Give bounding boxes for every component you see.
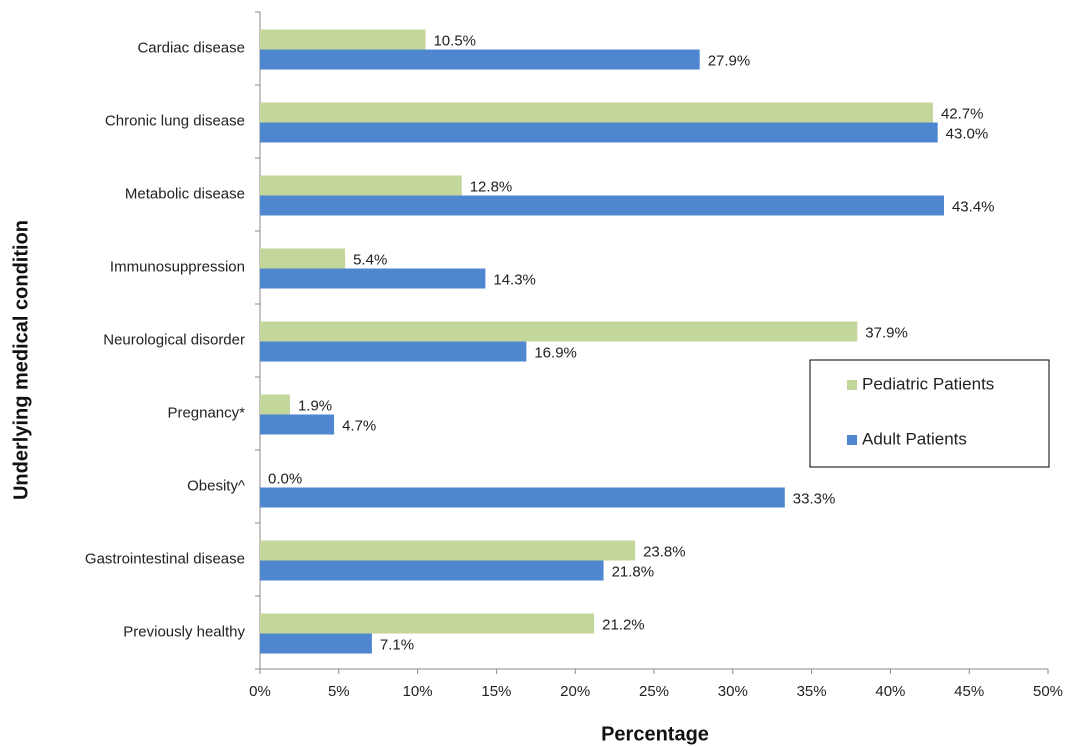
x-tick-label: 30% — [718, 683, 748, 700]
x-tick-label: 40% — [875, 683, 905, 700]
x-tick-label: 0% — [249, 683, 271, 700]
bar — [260, 195, 944, 216]
bar — [260, 122, 938, 143]
bar — [260, 175, 462, 196]
bar — [260, 248, 346, 269]
data-label: 10.5% — [433, 32, 476, 49]
bar — [260, 394, 290, 415]
x-tick-label: 25% — [639, 683, 669, 700]
bar — [260, 102, 933, 123]
bar — [260, 49, 700, 70]
data-label: 16.9% — [534, 344, 577, 361]
bar — [260, 540, 636, 561]
bar — [260, 321, 858, 342]
x-tick-label: 50% — [1033, 683, 1063, 700]
y-tick-label: Previously healthy — [123, 623, 245, 640]
data-label: 7.1% — [380, 636, 414, 653]
data-label: 1.9% — [298, 397, 332, 414]
x-tick-label: 35% — [797, 683, 827, 700]
data-label: 0.0% — [268, 470, 302, 487]
legend-swatch — [847, 435, 857, 445]
data-label: 21.2% — [602, 616, 645, 633]
legend-label: Pediatric Patients — [862, 374, 994, 393]
x-tick-label: 45% — [954, 683, 984, 700]
bar — [260, 268, 486, 289]
y-tick-label: Pregnancy* — [167, 404, 245, 421]
bar — [260, 487, 785, 508]
data-label: 14.3% — [493, 271, 536, 288]
y-axis-title: Underlying medical condition — [10, 220, 32, 500]
data-label: 33.3% — [793, 490, 836, 507]
y-tick-label: Obesity^ — [187, 477, 245, 494]
y-tick-label: Neurological disorder — [103, 331, 245, 348]
x-tick-label: 20% — [560, 683, 590, 700]
bar — [260, 341, 527, 362]
y-tick-label: Immunosuppression — [110, 258, 245, 275]
bar — [260, 560, 604, 581]
bar — [260, 29, 426, 50]
x-axis-title: Percentage — [601, 723, 709, 745]
legend-box — [809, 359, 1050, 468]
data-label: 43.0% — [946, 125, 989, 142]
y-tick-label: Cardiac disease — [137, 39, 245, 56]
legend-label: Adult Patients — [862, 429, 967, 448]
data-label: 23.8% — [643, 543, 686, 560]
bar — [260, 414, 335, 435]
x-tick-label: 15% — [481, 683, 511, 700]
data-label: 4.7% — [342, 417, 376, 434]
y-tick-label: Gastrointestinal disease — [85, 550, 245, 567]
y-tick-label: Chronic lung disease — [105, 112, 245, 129]
data-label: 43.4% — [952, 198, 995, 215]
data-label: 27.9% — [708, 52, 751, 69]
data-label: 42.7% — [941, 105, 984, 122]
data-label: 37.9% — [865, 324, 908, 341]
data-label: 21.8% — [612, 563, 655, 580]
legend-swatch — [847, 380, 857, 390]
bar — [260, 633, 372, 654]
x-tick-label: 5% — [328, 683, 350, 700]
x-tick-label: 10% — [403, 683, 433, 700]
bar — [260, 613, 595, 634]
y-tick-label: Metabolic disease — [125, 185, 245, 202]
data-label: 5.4% — [353, 251, 387, 268]
data-label: 12.8% — [470, 178, 513, 195]
